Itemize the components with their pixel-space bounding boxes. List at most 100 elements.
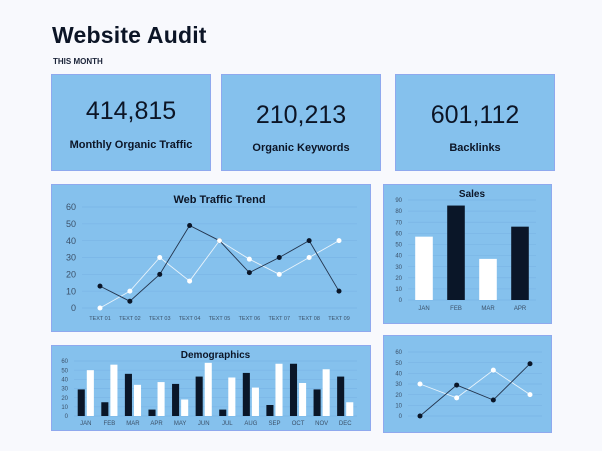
kpi-label: Organic Keywords (252, 142, 350, 154)
bar (447, 205, 465, 300)
data-point (97, 305, 103, 311)
x-tick-label: FEB (104, 421, 116, 427)
y-tick-label: 0 (399, 298, 403, 304)
bar (124, 373, 132, 416)
y-tick-label: 60 (395, 231, 402, 237)
bar (266, 405, 274, 416)
x-tick-label: TEXT 07 (268, 316, 290, 322)
x-tick-label: APR (150, 421, 163, 427)
chart-title: Web Traffic Trend (173, 194, 265, 206)
data-point (187, 223, 193, 229)
data-point (336, 288, 342, 294)
data-point (127, 298, 133, 304)
x-tick-label: NOV (315, 421, 328, 427)
series-line (99, 224, 340, 302)
y-tick-label: 60 (66, 202, 76, 212)
y-tick-label: 30 (395, 265, 402, 271)
sales-chart: 0 10 20 30 40 50 60 70 80 90 Sales JAN FEB MAR APR (395, 189, 536, 312)
data-point (276, 271, 282, 277)
x-tick-label: TEXT 06 (239, 316, 261, 322)
data-point (246, 256, 252, 262)
data-point (527, 361, 533, 367)
bar (479, 258, 497, 300)
bar (77, 389, 85, 416)
x-tick-label: DEC (339, 421, 352, 427)
mini-line-chart: 0 10 20 30 40 50 60 (395, 350, 542, 420)
y-tick-label: 20 (395, 393, 402, 399)
kpi-card-organic-keywords: 210,213 Organic Keywords (221, 74, 381, 171)
bar (322, 369, 330, 416)
x-tick-label: TEXT 03 (149, 316, 171, 322)
kpi-card-organic-traffic: 414,815 Monthly Organic Traffic (51, 74, 211, 171)
x-tick-label: AUG (244, 421, 257, 427)
kpi-card-backlinks: 601,112 Backlinks (395, 74, 555, 171)
demographics-chart: 0 10 20 30 40 50 60 Demographics JAN FEB MAR APR MAY… (61, 350, 357, 427)
y-tick-label: 20 (66, 269, 76, 279)
bar (101, 402, 109, 416)
bar (299, 383, 307, 416)
y-tick-label: 30 (66, 253, 76, 263)
y-tick-label: 0 (399, 414, 403, 420)
y-tick-label: 0 (71, 303, 76, 313)
y-tick-label: 80 (395, 209, 402, 215)
y-tick-label: 10 (395, 403, 402, 409)
data-point (454, 382, 460, 388)
x-tick-label: MAY (174, 421, 187, 427)
bar (157, 382, 165, 416)
bar (415, 236, 433, 300)
y-tick-label: 60 (395, 350, 402, 356)
y-tick-label: 40 (395, 254, 402, 260)
data-point (246, 270, 252, 276)
x-tick-label: JUN (198, 421, 210, 427)
x-tick-label: MAR (126, 421, 140, 427)
x-tick-label: TEXT 01 (89, 316, 111, 322)
bar (110, 364, 118, 416)
bar (228, 377, 236, 416)
bar (181, 399, 189, 416)
web-traffic-card: 0 10 20 30 40 50 60 Web Traffic Trend TEXT 01 TEX… (51, 184, 371, 332)
data-point (187, 278, 193, 284)
bar (204, 362, 212, 416)
mini-line-card: 0 10 20 30 40 50 60 (383, 335, 552, 433)
data-point (417, 413, 423, 419)
page-title: Website Audit (52, 22, 207, 48)
kpi-value: 601,112 (430, 101, 520, 129)
data-point (127, 288, 133, 294)
data-point (97, 283, 103, 289)
y-tick-label: 10 (395, 287, 402, 293)
y-tick-label: 70 (395, 220, 402, 226)
x-tick-label: MAR (481, 306, 495, 312)
chart-title: Sales (459, 189, 486, 200)
kpi-value: 210,213 (255, 101, 347, 129)
data-point (490, 367, 496, 373)
data-point (454, 395, 460, 401)
bar (313, 389, 321, 416)
x-tick-label: TEXT 02 (119, 316, 141, 322)
y-tick-label: 10 (66, 286, 76, 296)
data-point (490, 397, 496, 403)
bar (195, 376, 203, 416)
bar (242, 372, 250, 416)
x-tick-label: JAN (418, 306, 429, 312)
y-tick-label: 30 (395, 382, 402, 388)
bar (337, 376, 345, 416)
bar (172, 383, 180, 416)
y-tick-label: 0 (65, 414, 69, 420)
data-point (276, 255, 282, 260)
y-tick-label: 10 (61, 405, 68, 411)
x-tick-label: SEP (268, 421, 280, 427)
sales-card: 0 10 20 30 40 50 60 70 80 90 Sales JAN FEB MAR APR (383, 184, 552, 324)
x-tick-label: APR (514, 306, 527, 312)
x-tick-label: JAN (80, 421, 91, 427)
bar (148, 409, 156, 416)
x-tick-label: JUL (222, 421, 233, 427)
y-tick-label: 50 (61, 368, 68, 374)
data-point (417, 381, 423, 387)
bar (133, 384, 142, 416)
y-tick-label: 50 (395, 243, 402, 249)
data-point (336, 238, 342, 244)
x-tick-label: OCT (292, 421, 305, 427)
kpi-label: Backlinks (449, 142, 501, 154)
bar (275, 363, 283, 416)
y-tick-label: 40 (395, 371, 402, 377)
